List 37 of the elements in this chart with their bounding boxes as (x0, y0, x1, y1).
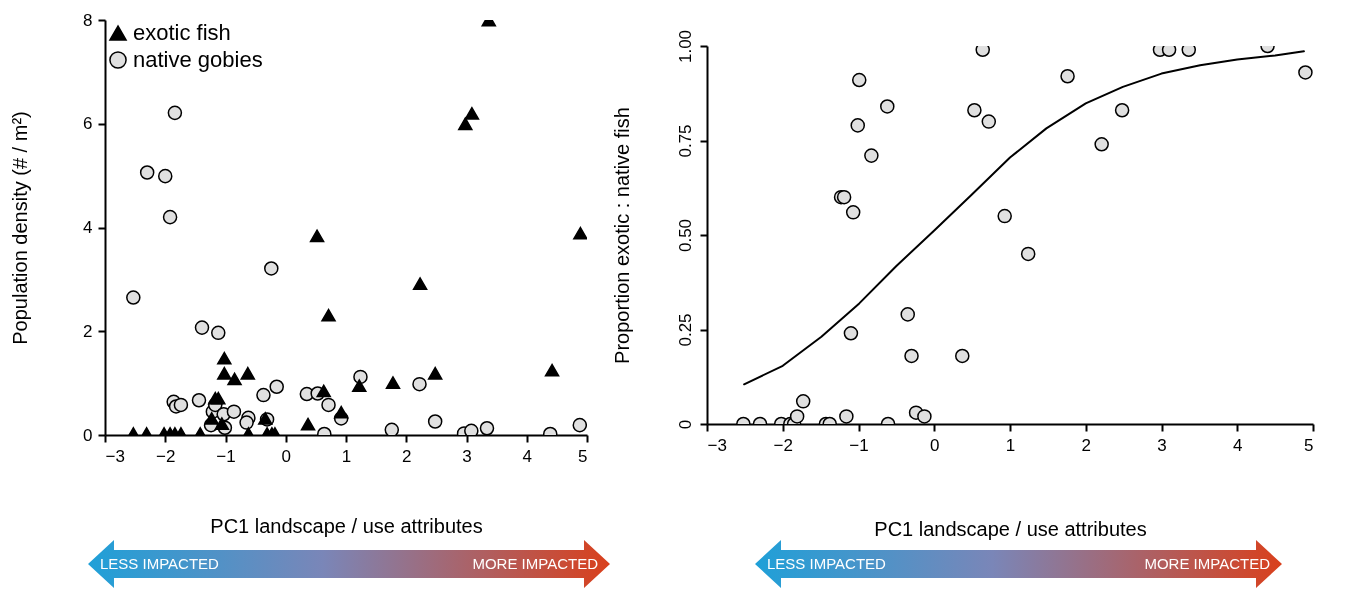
text: MORE IMPACTED (472, 555, 598, 572)
x-tick-label: 1 (341, 446, 352, 466)
x-axis-title: PC1 landscape / use attributes (874, 517, 1147, 540)
x-tick-label: 5 (1304, 435, 1314, 455)
x-tick-label: 2 (1081, 435, 1091, 455)
legend-label: exotic fish (133, 20, 231, 45)
x-tick-label: −3 (105, 446, 125, 466)
y-axis-title: Population density (# / m²) (9, 111, 32, 345)
x-tick-label: 0 (930, 435, 940, 455)
x-tick-label: 3 (462, 446, 472, 466)
y-tick-label: 2 (83, 321, 93, 341)
y-tick-label: 1.00 (675, 29, 695, 64)
x-tick-label: −2 (156, 446, 176, 466)
x-tick-label: 2 (402, 446, 412, 466)
x-tick-label: −2 (773, 435, 793, 455)
x-tick-label: −3 (707, 435, 727, 455)
x-tick-label: 0 (281, 446, 291, 466)
x-tick-label: 3 (1157, 435, 1167, 455)
y-tick-label: 0.75 (675, 124, 695, 158)
y-tick-label: 0.50 (675, 218, 695, 253)
legend-label: native gobies (133, 47, 263, 72)
text: LESS IMPACTED (767, 555, 886, 572)
y-tick-label: 4 (83, 218, 93, 237)
x-tick-label: −1 (849, 435, 869, 455)
y-axis-title: Proportion exotic : native fish (610, 107, 633, 364)
x-tick-label: 4 (1233, 435, 1243, 455)
text: LESS IMPACTED (100, 555, 219, 572)
x-tick-label: 4 (522, 446, 532, 466)
x-tick-label: 1 (1005, 435, 1016, 455)
y-tick-label: 0.25 (675, 313, 695, 347)
y-tick-label: 8 (83, 10, 93, 30)
y-tick-label: 6 (83, 114, 93, 134)
x-tick-label: −1 (216, 446, 236, 466)
text: MORE IMPACTED (1144, 555, 1270, 572)
y-tick-label: 0 (675, 419, 695, 430)
x-tick-label: 5 (578, 446, 588, 466)
x-axis-title: PC1 landscape / use attributes (210, 514, 483, 537)
